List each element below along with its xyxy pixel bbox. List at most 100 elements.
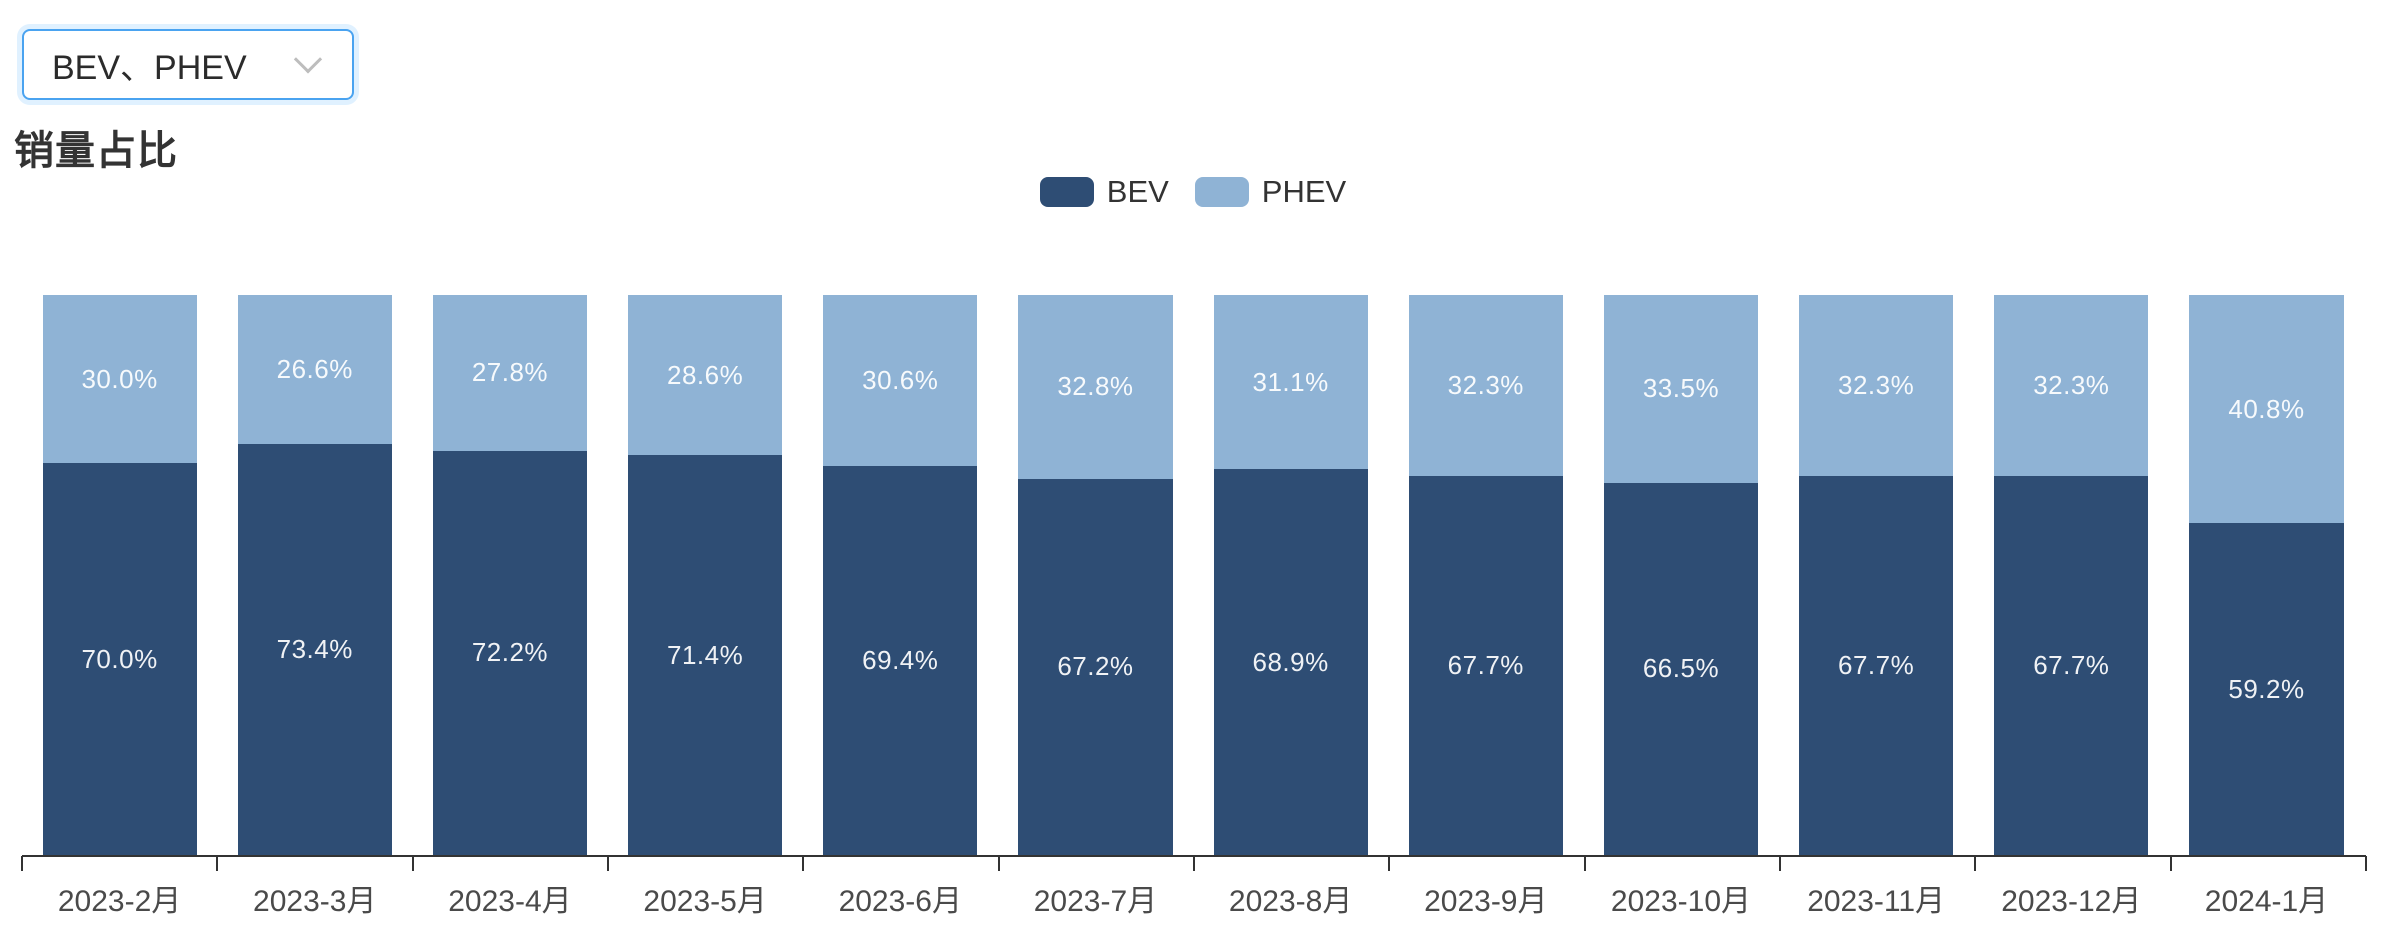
vehicle-type-select[interactable]: BEV、PHEV [22,29,354,100]
plot-area: 30.0% 70.0% 26.6% 73.4% 27.8% 72.2% 28.6% 71.4%… [22,295,2364,855]
bar-segment-phev[interactable]: 30.6% [823,295,978,467]
bar-slot: 30.0% 70.0% [22,295,217,855]
x-axis-label: 2023-7月 [1033,885,1158,918]
x-axis-label: 2023-6月 [838,885,962,918]
x-tick [411,856,414,871]
vehicle-type-select-value: BEV、PHEV [52,49,247,87]
bar-slot: 32.3% 67.7% [1779,295,1974,855]
bar-slot: 32.8% 67.2% [998,295,1193,855]
x-tick [2365,856,2367,871]
x-axis-label: 2023-9月 [1424,885,1548,918]
bar-value-label: 67.2% [1057,651,1134,682]
bar-segment-phev[interactable]: 30.0% [42,295,197,463]
x-tick [1583,856,1586,871]
x-tick [1779,856,1781,871]
x-tick [21,856,23,871]
bar-slot: 32.3% 67.7% [1974,295,2169,855]
bar-segment-bev[interactable]: 68.9% [1213,469,1368,855]
bar-column: 32.8% 67.2% [1018,295,1173,855]
bar-slot: 33.5% 66.5% [1583,295,1778,855]
bar-segment-bev[interactable]: 67.7% [1799,475,1954,855]
bar-value-label: 67.7% [2033,649,2110,680]
bar-value-label: 32.3% [2033,369,2110,400]
legend-label: PHEV [1261,174,1347,209]
bar-segment-bev[interactable]: 67.7% [1408,475,1563,855]
bar-segment-bev[interactable]: 67.2% [1018,478,1173,855]
bar-value-label: 33.5% [1642,373,1720,404]
bar-segment-phev[interactable]: 31.1% [1213,295,1368,470]
x-tick [802,856,805,871]
bar-segment-phev[interactable]: 40.8% [2189,295,2344,524]
x-axis-label: 2023-8月 [1228,885,1353,918]
x-tick [607,856,609,871]
x-axis-label: 2023-11月 [1807,885,1946,918]
bar-column: 27.8% 72.2% [432,295,588,855]
bar-segment-bev[interactable]: 67.7% [1994,475,2149,855]
bar-segment-phev[interactable]: 32.3% [1408,295,1563,476]
bar-segment-bev[interactable]: 70.0% [42,463,197,855]
bar-segment-phev[interactable]: 27.8% [432,295,588,451]
bar-value-label: 31.1% [1252,366,1329,397]
bar-value-label: 32.8% [1057,371,1134,402]
x-tick [2169,856,2172,871]
bar-column: 30.6% 69.4% [823,295,978,855]
bar-column: 32.3% 67.7% [1799,295,1954,855]
bar-value-label: 27.8% [471,357,549,388]
bar-value-label: 73.4% [276,633,353,664]
bar-segment-bev[interactable]: 71.4% [628,455,783,855]
bar-value-label: 59.2% [2228,673,2305,704]
bar-column: 40.8% 59.2% [2189,295,2344,855]
bar-value-label: 66.5% [1642,653,1720,684]
page-title: 销量占比 [14,129,178,173]
bar-value-label: 30.0% [81,363,158,394]
bar-segment-phev[interactable]: 26.6% [237,295,392,444]
x-axis-label: 2023-10月 [1610,885,1752,918]
bar-segment-bev[interactable]: 72.2% [432,450,588,855]
chevron-down-icon [293,44,323,73]
x-tick [216,856,219,871]
bar-slot: 31.1% 68.9% [1193,295,1388,855]
x-axis-label: 2024-1月 [2204,885,2329,918]
bar-column: 33.5% 66.5% [1603,295,1759,855]
bar-segment-phev[interactable]: 32.3% [1994,295,2149,476]
legend-swatch-icon [1039,177,1094,207]
bar-value-label: 68.9% [1252,646,1329,677]
bar-segment-phev[interactable]: 32.3% [1799,295,1954,476]
bar-segment-bev[interactable]: 69.4% [823,466,978,855]
bar-column: 26.6% 73.4% [237,295,392,855]
bar-segment-phev[interactable]: 32.8% [1018,295,1173,479]
bar-value-label: 67.7% [1838,649,1915,680]
bar-segment-bev[interactable]: 73.4% [237,443,392,855]
legend-swatch-icon [1194,177,1249,207]
bar-value-label: 70.0% [81,643,158,674]
bar-value-label: 40.8% [2228,393,2305,424]
x-axis-label: 2023-12月 [2001,885,2142,918]
x-axis-label: 2023-5月 [643,885,767,918]
x-tick [1974,856,1977,871]
bar-value-label: 26.6% [276,353,353,384]
bar-segment-phev[interactable]: 28.6% [628,295,783,456]
bar-value-label: 69.4% [862,645,939,676]
legend-item-bev[interactable]: BEV [1039,174,1169,210]
x-tick [997,856,1000,871]
bar-segment-bev[interactable]: 59.2% [2189,523,2344,855]
bar-segment-bev[interactable]: 66.5% [1603,482,1759,855]
x-axis-label: 2023-4月 [448,885,572,918]
bar-value-label: 30.6% [862,365,939,396]
bar-value-label: 72.2% [471,637,549,668]
bar-value-label: 28.6% [666,359,744,390]
legend: BEV PHEV [0,174,2386,210]
legend-item-phev[interactable]: PHEV [1194,174,1347,210]
bar-column: 32.3% 67.7% [1408,295,1563,855]
bar-value-label: 67.7% [1447,649,1524,680]
bar-slot: 28.6% 71.4% [608,295,803,855]
bar-value-label: 71.4% [666,639,744,670]
bar-slot: 40.8% 59.2% [2169,295,2364,855]
bar-column: 30.0% 70.0% [42,295,197,855]
bar-slot: 30.6% 69.4% [803,295,998,855]
bar-slot: 26.6% 73.4% [217,295,412,855]
bar-segment-phev[interactable]: 33.5% [1603,295,1759,483]
bar-slot: 27.8% 72.2% [412,295,607,855]
x-tick [1193,856,1195,871]
